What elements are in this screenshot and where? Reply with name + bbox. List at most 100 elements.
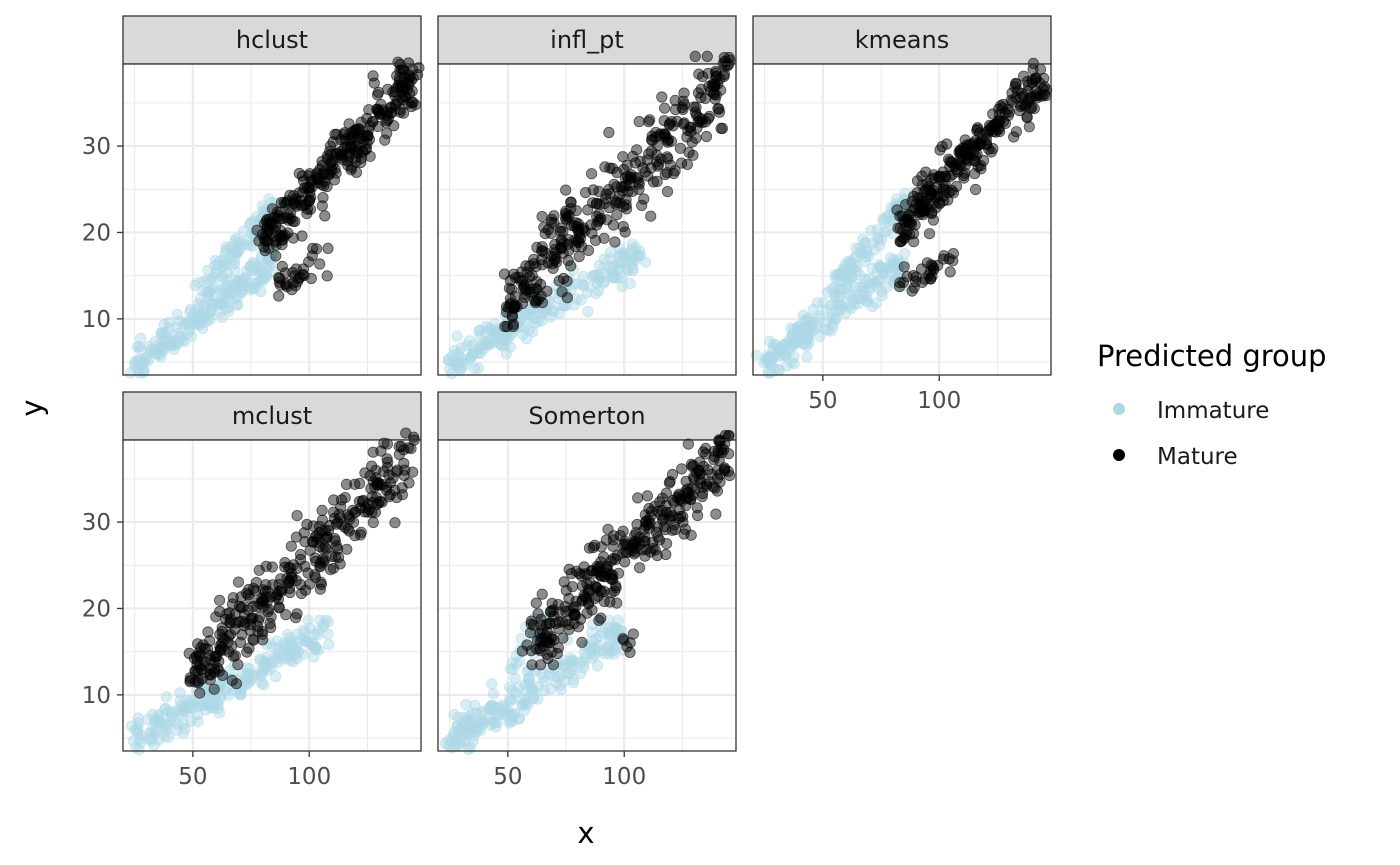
data-point bbox=[464, 741, 476, 754]
data-point bbox=[503, 717, 515, 729]
data-point bbox=[552, 606, 565, 618]
data-point bbox=[197, 285, 209, 297]
facet-strip-label: kmeans bbox=[855, 26, 949, 54]
data-point bbox=[590, 632, 603, 645]
data-point bbox=[525, 645, 537, 657]
data-point bbox=[987, 108, 999, 120]
data-point bbox=[899, 248, 911, 260]
data-point bbox=[663, 477, 676, 489]
data-point bbox=[939, 178, 951, 191]
data-point bbox=[277, 234, 289, 246]
data-point bbox=[534, 659, 547, 671]
data-point bbox=[275, 573, 287, 585]
data-point bbox=[531, 241, 543, 253]
data-point bbox=[582, 639, 595, 651]
data-point bbox=[304, 578, 316, 590]
data-point bbox=[382, 113, 394, 125]
data-point bbox=[691, 509, 704, 522]
data-point bbox=[271, 635, 283, 647]
data-point bbox=[701, 50, 713, 63]
data-point bbox=[526, 659, 538, 671]
data-point bbox=[685, 493, 697, 506]
data-point bbox=[651, 149, 663, 161]
data-point bbox=[258, 679, 270, 691]
data-point bbox=[372, 120, 384, 133]
data-point bbox=[392, 79, 405, 92]
data-point bbox=[328, 174, 341, 186]
data-point bbox=[323, 639, 335, 651]
data-point bbox=[202, 626, 214, 638]
x-tick-label: 100 bbox=[287, 764, 331, 790]
data-point bbox=[565, 260, 577, 272]
data-point bbox=[269, 651, 281, 663]
data-point bbox=[452, 711, 464, 723]
y-tick-label: 30 bbox=[82, 134, 111, 160]
data-point bbox=[1011, 85, 1024, 97]
data-point bbox=[715, 443, 728, 455]
data-point bbox=[464, 709, 476, 722]
data-point bbox=[938, 250, 950, 262]
data-point bbox=[469, 699, 481, 711]
data-point bbox=[603, 201, 615, 214]
data-point bbox=[473, 341, 485, 353]
data-point bbox=[259, 656, 272, 668]
data-point bbox=[523, 324, 536, 336]
data-point bbox=[510, 687, 522, 699]
data-point bbox=[629, 254, 641, 266]
data-point bbox=[177, 727, 190, 739]
data-point bbox=[962, 154, 975, 167]
data-point bbox=[582, 305, 594, 318]
legend-label-mature: Mature bbox=[1157, 444, 1238, 470]
data-point bbox=[715, 122, 727, 134]
data-point bbox=[538, 632, 550, 645]
data-point bbox=[859, 255, 871, 267]
data-point bbox=[316, 160, 328, 172]
data-point bbox=[620, 179, 632, 191]
data-point bbox=[218, 644, 230, 656]
data-point bbox=[536, 668, 549, 680]
data-point bbox=[212, 259, 224, 271]
data-point bbox=[632, 249, 645, 261]
data-point bbox=[556, 286, 568, 298]
data-point bbox=[273, 276, 285, 288]
data-point bbox=[214, 594, 226, 606]
data-point bbox=[265, 621, 277, 634]
data-point bbox=[813, 330, 826, 343]
data-point bbox=[973, 127, 986, 139]
data-point bbox=[317, 192, 329, 204]
data-point bbox=[252, 276, 264, 288]
data-point bbox=[621, 159, 633, 171]
data-point bbox=[276, 230, 288, 242]
data-point bbox=[660, 537, 673, 550]
data-point bbox=[590, 198, 602, 210]
data-point bbox=[822, 286, 834, 299]
data-point bbox=[403, 68, 415, 81]
data-point bbox=[920, 166, 932, 178]
data-point bbox=[285, 567, 297, 579]
data-point bbox=[307, 242, 319, 254]
data-point bbox=[582, 598, 595, 610]
data-point bbox=[285, 540, 297, 552]
data-point bbox=[523, 308, 535, 320]
data-point bbox=[661, 135, 674, 147]
data-point bbox=[238, 280, 250, 292]
data-point bbox=[678, 87, 690, 99]
data-point bbox=[814, 312, 826, 324]
x-axis-title: x bbox=[577, 816, 594, 850]
data-point bbox=[500, 306, 513, 318]
data-points bbox=[126, 427, 420, 756]
data-point bbox=[356, 495, 368, 507]
data-point bbox=[314, 258, 326, 270]
data-point bbox=[574, 613, 587, 626]
data-point bbox=[723, 51, 735, 64]
data-point bbox=[574, 232, 587, 244]
data-point bbox=[599, 161, 611, 173]
data-point bbox=[232, 576, 245, 588]
data-point bbox=[347, 126, 359, 138]
data-point bbox=[364, 150, 376, 162]
data-points bbox=[442, 50, 736, 380]
data-point bbox=[633, 562, 646, 574]
data-point bbox=[678, 528, 690, 540]
data-point bbox=[609, 198, 622, 210]
data-point bbox=[381, 127, 393, 139]
